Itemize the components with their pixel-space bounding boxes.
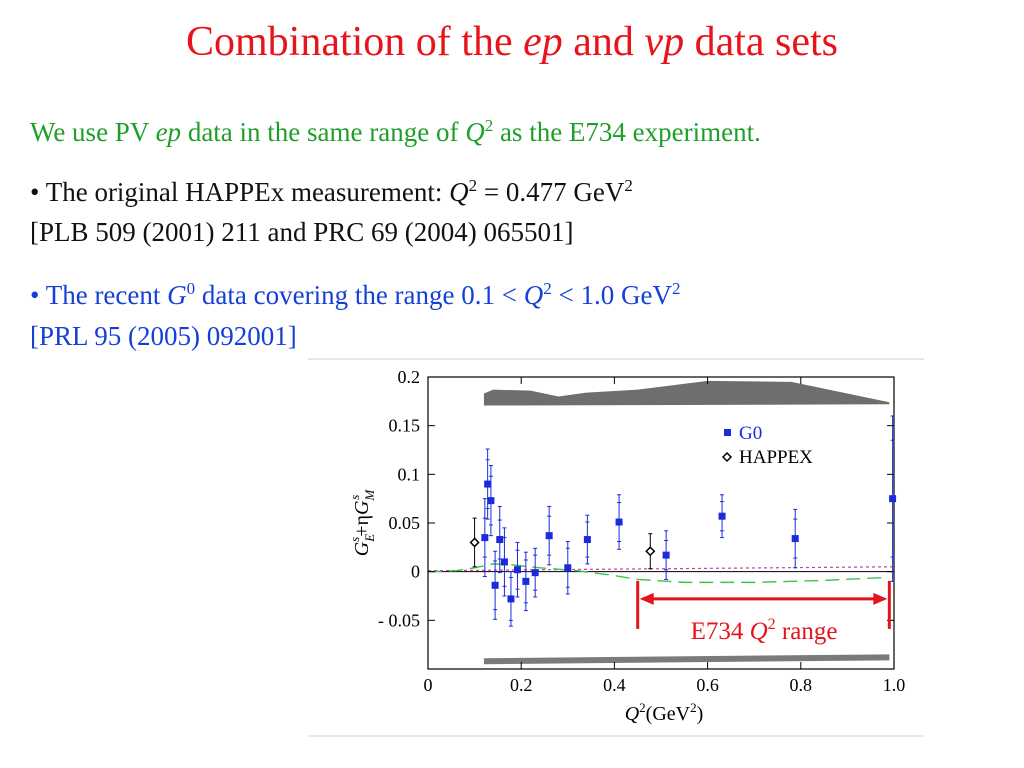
x-tick-label: 0.2 <box>510 675 533 695</box>
strangeness-chart: 0 0.2 0.4 0.6 0.8 1.0 0.2 0.15 0.1 0.05 0 - 0.05 G0… <box>308 358 924 737</box>
g0-point <box>718 512 726 520</box>
x-tick-label: 0 <box>424 675 433 695</box>
legend-g0-label: G0 <box>739 423 762 444</box>
happex-point <box>469 537 480 548</box>
x-tick-label: 1.0 <box>883 675 906 695</box>
g0-point <box>513 566 521 574</box>
legend-happex-marker <box>721 451 733 463</box>
e734-range-label: E734 Q2 range <box>691 616 838 645</box>
happex-point <box>645 546 656 557</box>
y-tick-label: 0.1 <box>398 464 421 484</box>
bullet-g0: • The recent G0 data covering the range … <box>30 279 681 310</box>
g0-point <box>889 495 897 503</box>
g0-point <box>531 569 539 577</box>
theory-curve-magenta <box>427 566 895 572</box>
y-tick-label: - 0.05 <box>378 610 420 630</box>
bullet-happex: • The original HAPPEx measurement: Q2 = … <box>30 176 633 207</box>
g0-point <box>583 536 591 544</box>
y-tick-label: 0.05 <box>389 513 421 533</box>
svg-text:GEs+ηGMs: GEs+ηGMs <box>347 489 377 557</box>
g0-point <box>507 595 515 603</box>
bullet-g0-reference: [PRL 95 (2005) 092001] <box>30 321 297 351</box>
e734-range-arrowhead-left <box>639 592 654 605</box>
g0-point <box>487 497 495 505</box>
g0-point <box>522 577 530 585</box>
x-tick-label: 0.8 <box>790 675 813 695</box>
e734-range-arrowhead-right <box>873 592 888 605</box>
y-tick-label: 0.2 <box>398 367 421 387</box>
systematic-band-lower <box>483 654 890 665</box>
g0-point <box>484 480 492 488</box>
x-tick-label: 0.4 <box>603 675 626 695</box>
y-tick-label: 0 <box>411 562 420 582</box>
e734-range-annotation: E734 Q2 range <box>636 580 891 645</box>
slide-title: Combination of the ep and νp data sets <box>185 19 839 65</box>
legend-happex-label: HAPPEX <box>739 447 813 468</box>
g0-point <box>564 564 572 572</box>
bullet-happex-reference: [PLB 509 (2001) 211 and PRC 69 (2004) 06… <box>30 217 574 247</box>
x-tick-label: 0.6 <box>696 675 719 695</box>
y-axis-label: GEs+ηGMs <box>347 489 377 557</box>
g0-point <box>491 581 499 589</box>
g0-point <box>500 558 508 566</box>
intro-text: We use PV ep data in the same range of Q… <box>30 116 761 147</box>
legend-g0-marker <box>724 429 731 436</box>
g0-point <box>545 532 553 540</box>
g0-point <box>615 518 623 526</box>
systematic-band-upper <box>483 380 890 406</box>
svg-text:Q2(GeV2): Q2(GeV2) <box>625 700 704 725</box>
g0-point <box>662 551 670 559</box>
g0-point <box>481 534 489 542</box>
theory-curve-green <box>427 563 885 584</box>
y-tick-label: 0.15 <box>389 416 421 436</box>
g0-point <box>791 535 799 543</box>
x-axis-label: Q2(GeV2) <box>625 700 704 725</box>
legend: G0 HAPPEX <box>721 423 813 468</box>
g0-point <box>496 536 504 544</box>
